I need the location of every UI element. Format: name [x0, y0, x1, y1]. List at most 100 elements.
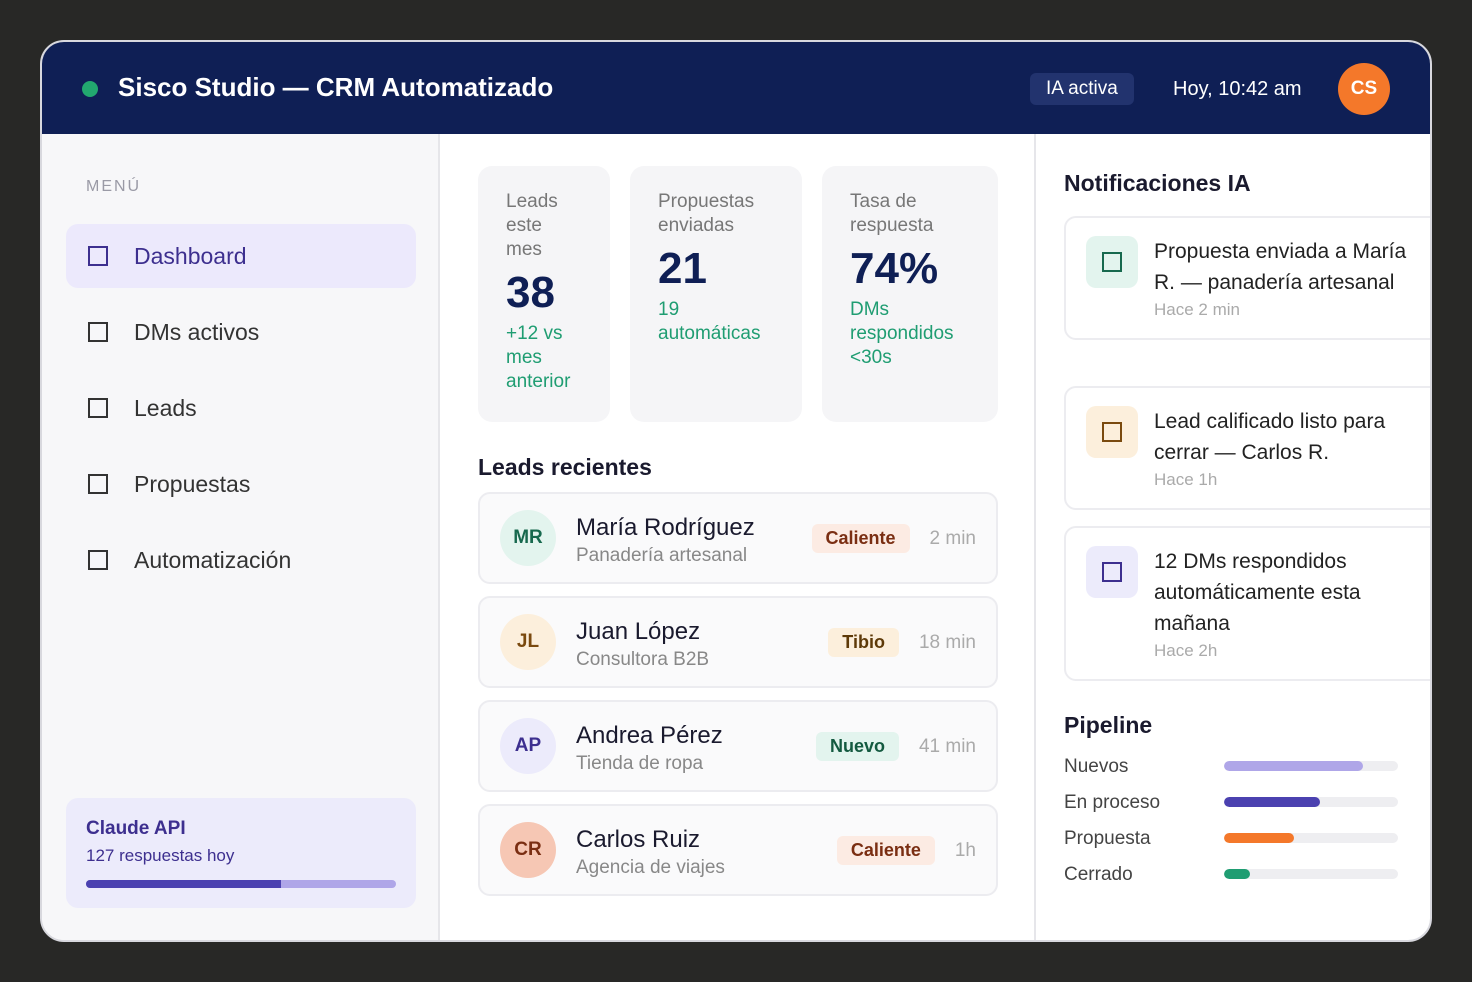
api-title: Claude API [86, 818, 186, 839]
lead-status: Caliente [811, 524, 910, 553]
stat-note: +12 vs mes anterior [506, 323, 571, 392]
stat-value: 74% [850, 244, 939, 293]
menu-icon [88, 550, 108, 570]
lead-avatar: CR [500, 822, 556, 878]
header: Sisco Studio — CRM Automatizado IA activ… [42, 42, 1430, 134]
lead-time: 41 min [918, 735, 976, 757]
menu-label: MENÚ [86, 178, 142, 195]
lead-row[interactable]: JL Juan López Consultora B2B Tibio 18 min [478, 596, 998, 688]
stage-bar [1224, 833, 1294, 843]
notification-card: Lead calificado listo para cerrar — Carl… [1064, 386, 1430, 510]
stat-label: Propuestas enviadas [658, 191, 755, 236]
lead-company: Agencia de viajes [576, 857, 725, 878]
app-window: Sisco Studio — CRM Automatizado IA activ… [40, 40, 1432, 942]
usage-bar [86, 880, 282, 888]
notification-text: 12 DMs respondidos automáticamente esta … [1154, 550, 1361, 635]
lead-status: Caliente [836, 836, 935, 865]
menu-icon [88, 398, 108, 418]
lead-meta: Caliente 2 min [811, 524, 976, 553]
stage-track [1224, 833, 1398, 843]
stage-track [1224, 797, 1398, 807]
stat-label: Leads este mes [506, 191, 558, 260]
menu-text: DMs activos [134, 319, 260, 345]
status-dot [82, 81, 98, 97]
notification-time: Hace 2h [1154, 641, 1218, 660]
stat-value: 21 [658, 244, 707, 293]
lead-row[interactable]: CR Carlos Ruiz Agencia de viajes Caliente 1h [478, 804, 998, 896]
app-title: Sisco Studio — CRM Automatizado [118, 72, 554, 102]
lead-row[interactable]: MR María Rodríguez Panadería artesanal Cali… [478, 492, 998, 584]
icon-square [1102, 422, 1122, 442]
stage-track [1224, 869, 1398, 879]
menu-text: Automatización [134, 547, 292, 573]
stat-card: Leads este mes 38 +12 vs mes anterior [478, 166, 610, 422]
lead-row[interactable]: AP Andrea Pérez Tienda de ropa Nuevo 41 min [478, 700, 998, 792]
lead-company: Panadería artesanal [576, 545, 748, 566]
lead-meta: Caliente 1h [836, 836, 976, 865]
lead-avatar: AP [500, 718, 556, 774]
icon-square [1102, 562, 1122, 582]
lead-meta: Nuevo 41 min [815, 732, 976, 761]
stage-name: Propuesta [1064, 828, 1151, 849]
stage-bar [1224, 797, 1320, 807]
lead-avatar: JL [500, 614, 556, 670]
notification-card: Propuesta enviada a María R. — panadería… [1064, 216, 1430, 340]
sidebar: MENÚ Claude API 127 respuestas hoy Dashb… [42, 134, 440, 940]
notification-text: Propuesta enviada a María R. — panadería… [1154, 240, 1407, 294]
stat-label: Tasa de respuesta [850, 191, 934, 236]
lead-name: Juan López [576, 618, 701, 645]
notification-icon [1086, 406, 1138, 458]
stage-bar [1224, 761, 1364, 771]
user-avatar[interactable]: CS [1338, 63, 1390, 115]
notification-time: Hace 2 min [1154, 300, 1240, 319]
current-time: Hoy, 10:42 am [1173, 78, 1302, 100]
section-title: Leads recientes [478, 454, 652, 480]
notification-text: Lead calificado listo para cerrar — Carl… [1154, 410, 1386, 464]
lead-status: Tibio [828, 628, 899, 657]
lead-time: 1h [954, 839, 976, 861]
lead-meta: Tibio 18 min [828, 628, 976, 657]
stat-card: Tasa de respuesta 74% DMs respondidos <30s [822, 166, 998, 422]
lead-company: Consultora B2B [576, 649, 710, 670]
section-title: Notificaciones IA [1064, 170, 1251, 196]
menu-item[interactable]: Automatización [66, 528, 416, 592]
notification-icon [1086, 546, 1138, 598]
lead-time: 2 min [929, 527, 976, 549]
lead-name: María Rodríguez [576, 514, 755, 541]
menu-icon [88, 322, 108, 342]
icon-square [1102, 252, 1122, 272]
menu-text: Dashboard [134, 243, 247, 269]
stat-card: Propuestas enviadas 21 19 automáticas [630, 166, 802, 422]
menu-icon [88, 246, 108, 266]
lead-time: 18 min [918, 631, 976, 653]
stage-name: Cerrado [1064, 864, 1133, 885]
menu-item[interactable]: Propuestas [66, 452, 416, 516]
notification-time: Hace 1h [1154, 470, 1218, 489]
lead-name: Andrea Pérez [576, 722, 723, 749]
stat-value: 38 [506, 268, 555, 317]
notification-card: 12 DMs respondidos automáticamente esta … [1064, 526, 1430, 681]
divider [1034, 134, 1036, 940]
ai-status: IA activa [1030, 73, 1134, 105]
stage-name: En proceso [1064, 792, 1161, 813]
lead-name: Carlos Ruiz [576, 826, 701, 853]
section-title: Pipeline [1064, 712, 1153, 738]
notification-icon [1086, 236, 1138, 288]
stat-note: DMs respondidos <30s [850, 299, 954, 368]
menu-icon [88, 474, 108, 494]
stat-note: 19 automáticas [658, 299, 761, 344]
menu-text: Leads [134, 395, 197, 421]
lead-company: Tienda de ropa [576, 753, 704, 774]
stage-track [1224, 761, 1398, 771]
usage-track [86, 880, 396, 888]
stage-bar [1224, 869, 1251, 879]
api-card: Claude API 127 respuestas hoy [66, 798, 416, 908]
menu-text: Propuestas [134, 471, 251, 497]
lead-avatar: MR [500, 510, 556, 566]
stage-name: Nuevos [1064, 756, 1129, 777]
api-subtitle: 127 respuestas hoy [86, 846, 235, 865]
menu-item[interactable]: Dashboard [66, 224, 416, 288]
menu-item[interactable]: DMs activos [66, 300, 416, 364]
menu-item[interactable]: Leads [66, 376, 416, 440]
